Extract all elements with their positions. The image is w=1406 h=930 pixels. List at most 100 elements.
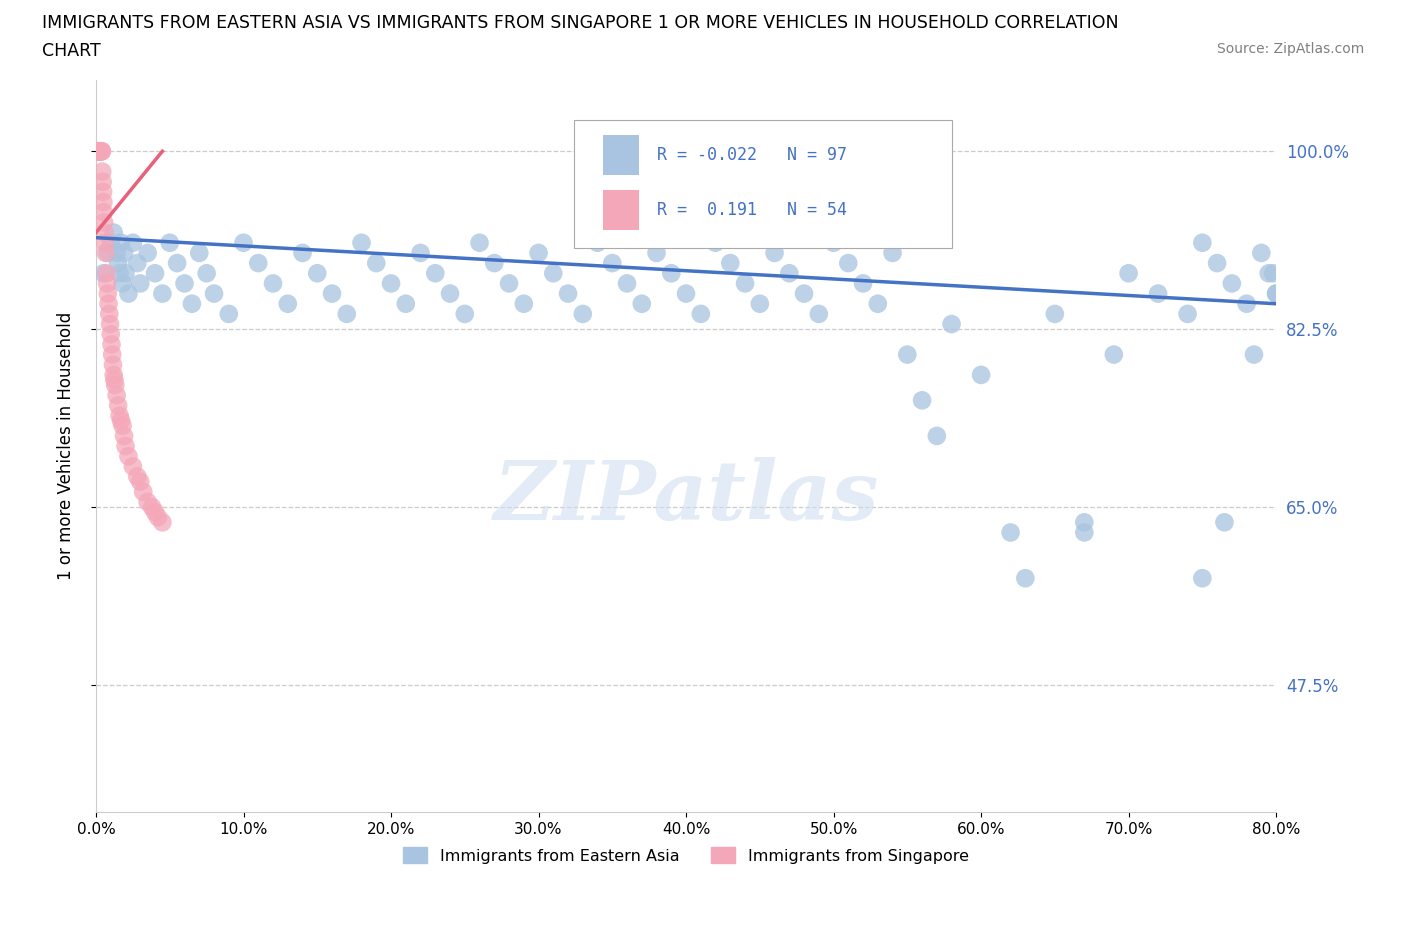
Point xyxy=(484,256,506,271)
Point xyxy=(91,174,114,189)
Y-axis label: 1 or more Vehicles in Household: 1 or more Vehicles in Household xyxy=(58,312,75,580)
Point xyxy=(129,474,152,489)
Point xyxy=(141,499,163,514)
Point xyxy=(366,256,388,271)
Point xyxy=(101,347,124,362)
Point xyxy=(1073,525,1095,540)
Point xyxy=(321,286,343,301)
Point xyxy=(136,495,159,510)
Point xyxy=(127,256,149,271)
Point xyxy=(90,144,112,159)
Point xyxy=(291,246,314,260)
Point xyxy=(1213,515,1236,530)
Point xyxy=(543,266,565,281)
Point xyxy=(1265,286,1288,301)
Point xyxy=(1043,307,1066,322)
Point xyxy=(630,297,652,312)
Text: CHART: CHART xyxy=(42,42,101,60)
Point xyxy=(108,266,131,281)
Point xyxy=(152,515,174,530)
Point xyxy=(108,408,131,423)
Point xyxy=(89,144,111,159)
Point xyxy=(1147,286,1170,301)
Point xyxy=(98,316,121,331)
Point xyxy=(117,286,139,301)
Point xyxy=(807,307,830,322)
Point xyxy=(689,307,711,322)
Point xyxy=(91,165,114,179)
Text: R =  0.191   N = 54: R = 0.191 N = 54 xyxy=(657,201,846,219)
Legend: Immigrants from Eastern Asia, Immigrants from Singapore: Immigrants from Eastern Asia, Immigrants… xyxy=(396,841,976,870)
Point xyxy=(112,429,135,444)
Point xyxy=(645,246,668,260)
Point xyxy=(247,256,270,271)
Point xyxy=(103,225,125,240)
Point xyxy=(90,144,112,159)
Point xyxy=(1014,571,1036,586)
Point xyxy=(100,326,122,341)
Point xyxy=(527,246,550,260)
Point xyxy=(1250,246,1272,260)
Point xyxy=(90,144,112,159)
Point xyxy=(93,194,115,209)
Point xyxy=(159,235,181,250)
Point xyxy=(127,469,149,484)
Point xyxy=(86,144,108,159)
Point xyxy=(1236,297,1258,312)
Point xyxy=(97,297,120,312)
Point xyxy=(143,505,166,520)
Point xyxy=(87,144,110,159)
Point xyxy=(557,286,579,301)
Point xyxy=(307,266,329,281)
Point xyxy=(93,205,115,219)
Point xyxy=(1191,235,1213,250)
Point xyxy=(704,235,727,250)
Point xyxy=(132,485,155,499)
Point xyxy=(107,256,129,271)
Point xyxy=(93,266,115,281)
Point xyxy=(1257,266,1279,281)
Point xyxy=(793,286,815,301)
Point xyxy=(143,266,166,281)
Point xyxy=(188,246,211,260)
Point xyxy=(96,266,118,281)
Bar xyxy=(603,135,638,175)
Point xyxy=(114,439,136,454)
Point xyxy=(91,184,114,199)
Point xyxy=(734,276,756,291)
Point xyxy=(122,235,145,250)
Point xyxy=(96,276,118,291)
Text: R = -0.022   N = 97: R = -0.022 N = 97 xyxy=(657,146,846,164)
Point xyxy=(100,337,122,352)
Point xyxy=(336,307,359,322)
Point xyxy=(1265,286,1288,301)
Point xyxy=(659,266,682,281)
Text: IMMIGRANTS FROM EASTERN ASIA VS IMMIGRANTS FROM SINGAPORE 1 OR MORE VEHICLES IN : IMMIGRANTS FROM EASTERN ASIA VS IMMIGRAN… xyxy=(42,14,1119,32)
Point xyxy=(107,398,129,413)
Point xyxy=(1220,276,1243,291)
Point xyxy=(111,418,134,433)
Point xyxy=(1191,571,1213,586)
Point xyxy=(866,297,889,312)
Point xyxy=(89,144,111,159)
Point xyxy=(763,246,786,260)
Point xyxy=(105,246,128,260)
Point xyxy=(778,266,800,281)
Point xyxy=(1000,525,1022,540)
Point xyxy=(180,297,202,312)
Point xyxy=(173,276,195,291)
Point xyxy=(1177,307,1199,322)
Point xyxy=(103,367,125,382)
Point xyxy=(852,276,875,291)
Point xyxy=(129,276,152,291)
Point xyxy=(146,510,169,525)
Point xyxy=(152,286,174,301)
Point xyxy=(718,256,741,271)
Point xyxy=(100,235,122,250)
Point xyxy=(93,225,115,240)
Point xyxy=(87,144,110,159)
Point xyxy=(94,246,117,260)
Point xyxy=(748,297,770,312)
Point xyxy=(117,449,139,464)
Point xyxy=(98,307,121,322)
